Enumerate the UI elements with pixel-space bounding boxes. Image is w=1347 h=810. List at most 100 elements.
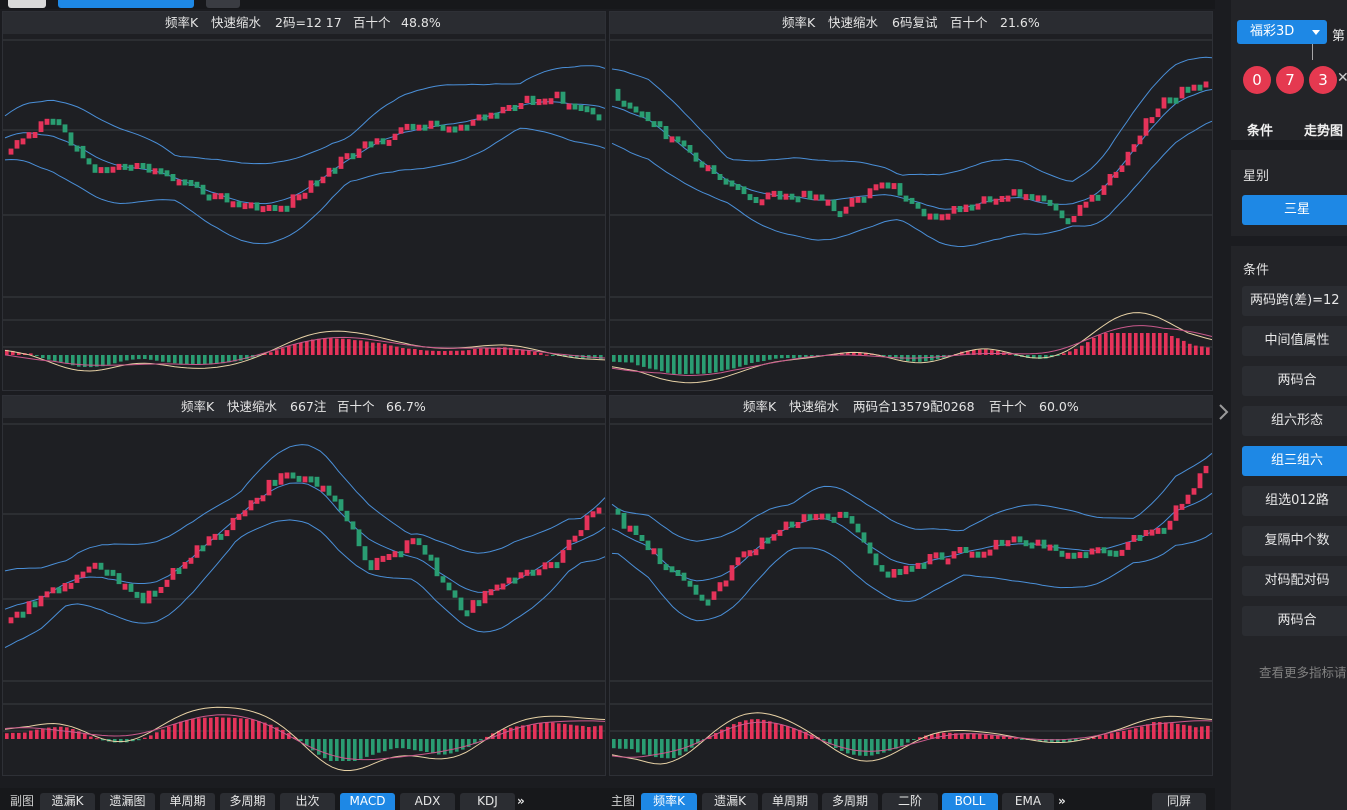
macd-bar <box>419 739 423 752</box>
macd-bar <box>269 724 273 739</box>
candle <box>74 145 80 152</box>
candle <box>164 579 170 587</box>
btn-sub-multi-period[interactable]: 多周期 <box>220 793 275 810</box>
macd-bar <box>1122 731 1126 739</box>
candle <box>723 580 729 587</box>
tab-conditions[interactable]: 条件 <box>1247 124 1274 139</box>
btn-main-ema[interactable]: EMA <box>1002 793 1054 810</box>
macd-bar <box>161 729 165 739</box>
chart-title: 频率K 快速缩水 两码合13579配0268 百十个 60.0% <box>610 396 1212 418</box>
main-more-icon[interactable]: » <box>1058 794 1066 808</box>
candle <box>1155 108 1161 118</box>
close-icon[interactable]: ✕ <box>1337 70 1347 86</box>
tab-active[interactable] <box>58 0 194 8</box>
kline-chart[interactable] <box>3 419 606 776</box>
candle <box>1089 194 1095 202</box>
btn-sub-single-period[interactable]: 单周期 <box>160 793 215 810</box>
candle <box>398 127 404 134</box>
btn-sub-macd[interactable]: MACD <box>340 793 395 810</box>
more-indicators-link[interactable]: 查看更多指标请 <box>1259 665 1347 680</box>
kline-chart[interactable] <box>3 35 606 391</box>
candle <box>819 194 825 201</box>
candle <box>494 112 500 119</box>
candle <box>296 475 302 482</box>
tab-add[interactable] <box>206 0 240 8</box>
candle <box>645 540 651 551</box>
candle <box>675 136 681 143</box>
condition-two-code-sum[interactable]: 两码合 <box>1242 366 1347 396</box>
condition-repeat-count[interactable]: 复隔中个数 <box>1242 526 1347 556</box>
condition-group6-shape[interactable]: 组六形态 <box>1242 406 1347 436</box>
btn-sub-kdj[interactable]: KDJ <box>460 793 515 810</box>
macd-bar <box>461 739 465 750</box>
candle <box>104 167 110 174</box>
star-three-button[interactable]: 三星 <box>1242 195 1347 225</box>
candle <box>759 199 765 206</box>
btn-same-screen[interactable]: 同屏 <box>1152 793 1206 810</box>
candle <box>80 145 86 159</box>
condition-pair-code[interactable]: 对码配对码 <box>1242 566 1347 596</box>
btn-main-omission-k[interactable]: 遗漏K <box>702 793 758 810</box>
candle <box>819 513 825 520</box>
candle <box>903 565 909 575</box>
candle <box>1125 541 1131 550</box>
candle <box>590 511 596 518</box>
title-method: 快速缩水 <box>789 399 840 414</box>
tab-trend-chart[interactable]: 走势图 <box>1304 124 1344 139</box>
btn-sub-occurrence[interactable]: 出次 <box>280 793 335 810</box>
candle <box>1197 473 1203 489</box>
btn-main-multi-period[interactable]: 多周期 <box>822 793 878 810</box>
macd-bar <box>587 727 591 739</box>
condition-two-code-sum-2[interactable]: 两码合 <box>1242 606 1347 636</box>
macd-bar <box>840 739 844 751</box>
macd-bar <box>425 350 429 355</box>
candle <box>1191 488 1197 495</box>
macd-bar <box>1092 337 1096 355</box>
btn-main-single-period[interactable]: 单周期 <box>762 793 818 810</box>
condition-middle-value[interactable]: 中间值属性 <box>1242 326 1347 356</box>
macd-bar <box>1158 722 1162 739</box>
condition-group3-group6[interactable]: 组三组六 <box>1242 446 1347 476</box>
candle <box>1167 97 1173 104</box>
macd-bar <box>1074 739 1078 741</box>
macd-bar <box>798 729 802 739</box>
macd-bar <box>485 736 489 739</box>
sub-more-icon[interactable]: » <box>517 794 525 808</box>
candle <box>566 103 572 110</box>
macd-bar <box>1056 739 1060 743</box>
candle <box>1089 548 1095 555</box>
chart-panel-3: 频率K 快速缩水 667注 百十个 66.7% <box>2 395 606 776</box>
top-tab-strip <box>0 0 1215 9</box>
btn-main-second-order[interactable]: 二阶 <box>882 793 938 810</box>
btn-main-boll[interactable]: BOLL <box>942 793 998 810</box>
macd-bar <box>479 348 483 355</box>
kline-chart[interactable] <box>610 35 1213 391</box>
btn-sub-omission-k[interactable]: 遗漏K <box>40 793 95 810</box>
macd-bar <box>551 722 555 739</box>
chevron-right-icon[interactable] <box>1217 402 1229 422</box>
macd-bar <box>221 355 225 364</box>
candle <box>512 577 518 584</box>
macd-bar <box>1206 347 1210 355</box>
candle <box>542 562 548 570</box>
btn-sub-omission-chart[interactable]: 遗漏图 <box>100 793 155 810</box>
candle <box>1071 216 1077 223</box>
btn-main-frequency-k[interactable]: 频率K <box>641 793 697 810</box>
macd-bar <box>275 350 279 355</box>
candle <box>272 479 278 486</box>
lottery-select[interactable]: 福彩3D <box>1237 20 1327 60</box>
candle <box>500 583 506 590</box>
candle <box>1071 552 1077 559</box>
candle <box>14 611 20 618</box>
candle <box>578 530 584 537</box>
issue-label: 第 <box>1332 29 1346 44</box>
macd-bar <box>882 355 886 357</box>
condition-two-code-span[interactable]: 两码跨(差)=12 <box>1242 286 1347 316</box>
candle <box>981 551 987 558</box>
candle <box>266 205 272 211</box>
tab-home[interactable] <box>8 0 46 8</box>
candle <box>807 514 813 521</box>
btn-sub-adx[interactable]: ADX <box>400 793 455 810</box>
kline-chart[interactable] <box>610 419 1213 776</box>
condition-group-012-road[interactable]: 组选012路 <box>1242 486 1347 516</box>
